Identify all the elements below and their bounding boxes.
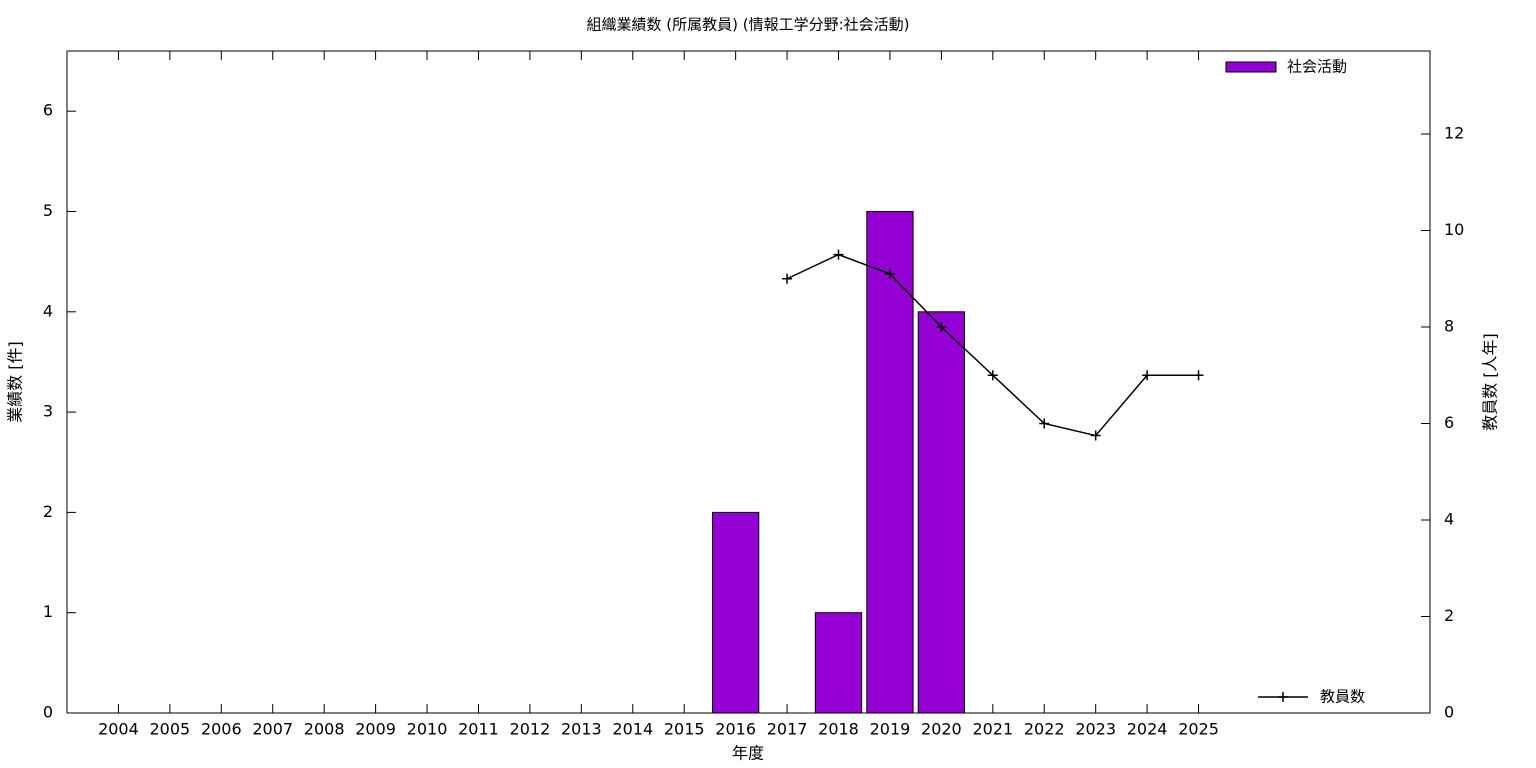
- y2-tick-label: 10: [1444, 220, 1464, 239]
- point: [884, 268, 895, 279]
- x-tick-label: 2016: [715, 720, 756, 739]
- x-tick-label: 2023: [1075, 720, 1116, 739]
- x-axis-label: 年度: [732, 744, 764, 763]
- x-tick-label: 2009: [355, 720, 396, 739]
- point: [1193, 370, 1204, 381]
- point: [1039, 418, 1050, 429]
- y-tick-label: 5: [43, 201, 53, 220]
- line: [786, 253, 1199, 437]
- x-tick-label: 2022: [1024, 720, 1065, 739]
- point: [936, 321, 947, 332]
- y-tick-label: 1: [43, 602, 53, 621]
- legend-swatch: [1225, 61, 1277, 73]
- chart-title: 組織業績数 (所属教員) (情報工学分野:社会活動): [586, 16, 909, 34]
- x-tick-label: 2020: [921, 720, 962, 739]
- bar: [711, 511, 760, 714]
- point: [1090, 430, 1101, 441]
- bar: [866, 210, 914, 714]
- x-tick-label: 2005: [150, 720, 191, 739]
- x-tick-label: 2011: [458, 720, 499, 739]
- x-tick-label: 2021: [972, 720, 1013, 739]
- x-tick-label: 2010: [407, 720, 448, 739]
- y-tick-label: 0: [43, 703, 53, 722]
- x-tick-label: 2024: [1127, 720, 1168, 739]
- y-tick-label: 2: [43, 502, 53, 521]
- x-tick-label: 2006: [201, 720, 242, 739]
- y2-tick-label: 4: [1444, 509, 1454, 528]
- y-tick-label: 4: [43, 301, 53, 320]
- x-tick-label: 2025: [1178, 720, 1219, 739]
- point: [833, 249, 844, 260]
- y-axis-label: 業績数 [件]: [6, 341, 25, 423]
- x-tick-label: 2013: [561, 720, 602, 739]
- legend-swatch: [1278, 692, 1288, 702]
- y-tick-label: 6: [43, 101, 53, 120]
- point: [1142, 370, 1153, 381]
- y-tick-label: 3: [43, 402, 53, 421]
- x-tick-label: 2004: [98, 720, 139, 739]
- x-tick-label: 2015: [664, 720, 705, 739]
- x-tick-label: 2012: [510, 720, 551, 739]
- y2-tick-label: 8: [1444, 316, 1454, 335]
- y2-tick-label: 2: [1444, 606, 1454, 625]
- legend-label: 社会活動: [1287, 58, 1347, 76]
- x-tick-label: 2008: [304, 720, 345, 739]
- x-tick-label: 2018: [818, 720, 859, 739]
- legend-label: 教員数: [1320, 688, 1365, 706]
- x-tick-label: 2014: [612, 720, 653, 739]
- point: [987, 370, 998, 381]
- bar: [814, 612, 863, 714]
- x-tick-label: 2019: [870, 720, 911, 739]
- y2-tick-label: 12: [1444, 123, 1464, 142]
- bar: [917, 311, 966, 714]
- point: [782, 273, 793, 284]
- y2-tick-label: 0: [1444, 703, 1454, 722]
- x-tick-label: 2017: [767, 720, 808, 739]
- y2-axis-label: 教員数 [人年]: [1481, 333, 1500, 431]
- y2-tick-label: 6: [1444, 413, 1454, 432]
- x-tick-label: 2007: [252, 720, 293, 739]
